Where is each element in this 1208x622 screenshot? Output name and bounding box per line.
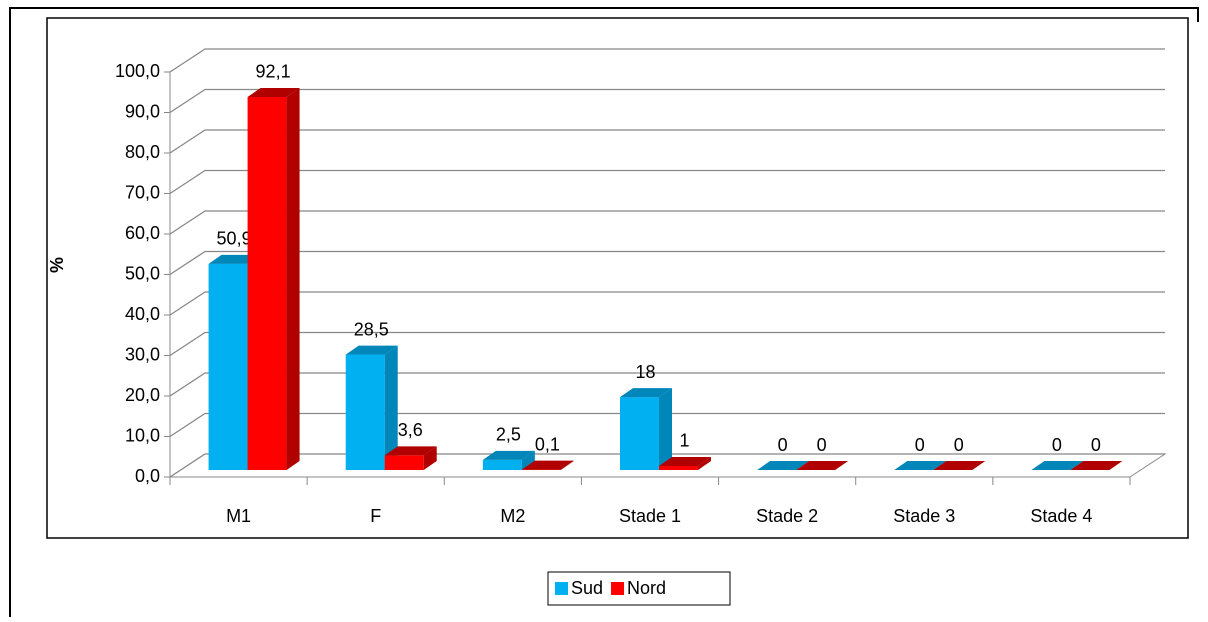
x-tick-label: Stade 4 — [1030, 506, 1092, 526]
x-tick-label: M1 — [226, 506, 251, 526]
data-label: 2,5 — [496, 425, 521, 445]
data-label: 0 — [817, 435, 827, 455]
data-label: 0 — [778, 435, 788, 455]
y-tick-label: 100,0 — [115, 61, 160, 81]
x-tick-label: Stade 2 — [756, 506, 818, 526]
y-tick-label: 10,0 — [125, 425, 160, 445]
grid-line — [170, 292, 1165, 315]
bar-front — [346, 355, 385, 470]
grid-line — [170, 171, 1165, 194]
x-tick-label: Stade 1 — [619, 506, 681, 526]
data-label: 0,1 — [535, 434, 560, 454]
x-tick-label: M2 — [500, 506, 525, 526]
bar-front — [209, 264, 248, 470]
data-label: 0 — [1052, 435, 1062, 455]
y-tick-label: 50,0 — [125, 263, 160, 283]
x-tick-label: Stade 3 — [893, 506, 955, 526]
legend-label: Sud — [571, 578, 603, 598]
bar-front — [248, 97, 287, 470]
bar-front — [659, 466, 698, 470]
data-label: 50,9 — [217, 229, 252, 249]
y-tick-label: 0,0 — [135, 466, 160, 486]
outer-border — [10, 8, 1198, 617]
y-tick-label: 90,0 — [125, 101, 160, 121]
y-tick-label: 20,0 — [125, 385, 160, 405]
bar — [346, 346, 398, 470]
bar-front — [483, 460, 522, 470]
bar-side — [659, 388, 672, 470]
grid-line — [170, 130, 1165, 153]
y-tick-label: 60,0 — [125, 223, 160, 243]
grid-line — [170, 211, 1165, 234]
data-label: 0 — [1091, 435, 1101, 455]
bar-front — [385, 455, 424, 470]
x-tick-label: F — [370, 506, 381, 526]
data-label: 1 — [679, 431, 689, 451]
bar — [620, 388, 672, 470]
grid-line — [170, 252, 1165, 275]
grid-line — [170, 333, 1165, 356]
bar-side — [287, 88, 300, 470]
data-label: 3,6 — [398, 420, 423, 440]
legend-swatch — [611, 582, 624, 595]
bar — [248, 88, 300, 470]
y-tick-label: 30,0 — [125, 344, 160, 364]
data-label: 28,5 — [354, 319, 389, 339]
data-label: 18 — [635, 362, 655, 382]
data-label: 92,1 — [256, 62, 291, 82]
legend-label: Nord — [627, 578, 666, 598]
legend-swatch — [555, 582, 568, 595]
y-axis-label: % — [47, 257, 67, 273]
y-tick-label: 40,0 — [125, 304, 160, 324]
bar-front — [620, 397, 659, 470]
data-label: 0 — [954, 435, 964, 455]
grid-line — [170, 90, 1165, 113]
grid-line — [170, 49, 1165, 72]
data-label: 0 — [915, 435, 925, 455]
y-tick-label: 70,0 — [125, 182, 160, 202]
y-tick-label: 80,0 — [125, 142, 160, 162]
